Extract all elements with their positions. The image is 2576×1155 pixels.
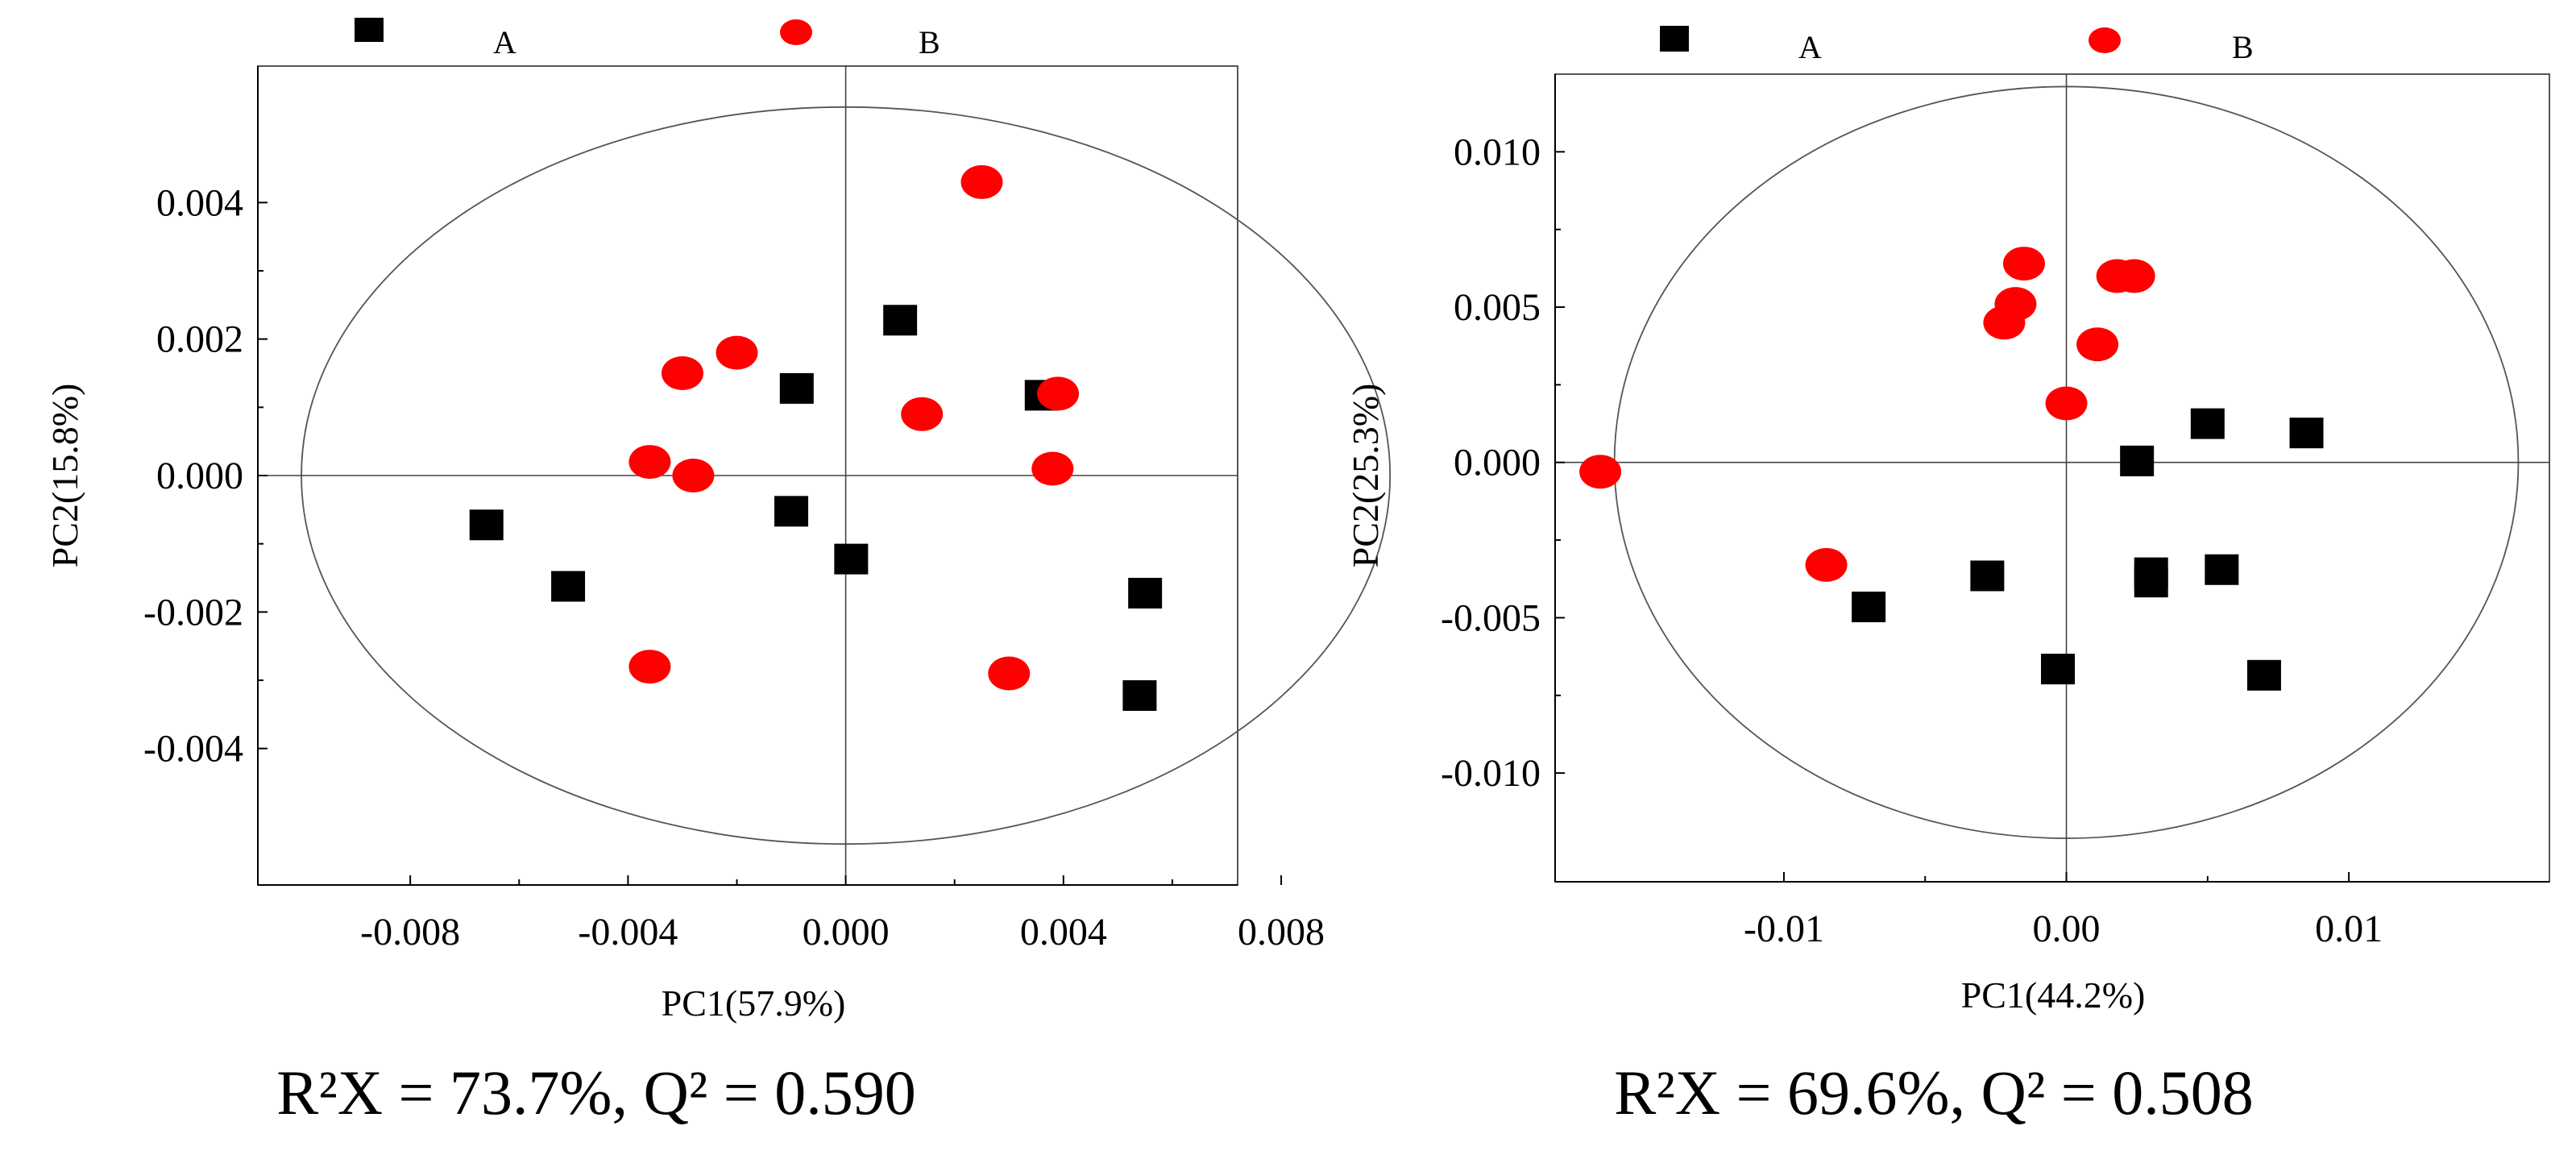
point-group-b	[628, 445, 671, 480]
point-group-a	[2190, 408, 2225, 439]
y-tick-label: 0.000	[156, 455, 243, 497]
y-tick-label: 0.005	[1454, 286, 1541, 329]
metrics-r2x-q2: R²X = 69.6%, Q² = 0.508	[1614, 1057, 2253, 1128]
plot-frame	[1554, 73, 2550, 883]
point-group-b	[2045, 386, 2088, 421]
point-group-b	[661, 356, 703, 390]
point-group-b	[628, 650, 671, 684]
x-tick-label: 0.008	[1238, 911, 1325, 953]
point-group-a	[2120, 445, 2155, 476]
point-group-a	[779, 372, 814, 404]
point-group-a	[1128, 577, 1163, 609]
legend-b-label: B	[919, 24, 940, 60]
x-tick-label: -0.004	[578, 911, 678, 953]
point-group-b	[1983, 305, 2026, 340]
y-tick-label: -0.002	[143, 591, 243, 634]
point-group-b	[716, 335, 758, 370]
y-tick-label: 0.010	[1454, 131, 1541, 173]
legend-a-label: A	[1798, 29, 1822, 65]
point-group-a	[1122, 679, 1157, 711]
y-tick-label: -0.004	[143, 728, 243, 771]
y-tick-label: -0.005	[1441, 596, 1541, 639]
legend-a-label: A	[493, 24, 516, 60]
point-group-b	[1037, 376, 1080, 411]
point-group-a	[774, 496, 809, 527]
legend-a-square-marker	[1660, 26, 1689, 52]
point-group-a	[2289, 418, 2324, 449]
point-group-a	[2205, 554, 2239, 585]
legend-b-circle-marker	[2089, 27, 2121, 53]
point-group-b	[901, 397, 944, 431]
point-group-a	[883, 305, 918, 336]
y-tick-label: 0.000	[1454, 442, 1541, 484]
point-group-a	[551, 571, 586, 602]
x-tick-label: 0.000	[803, 911, 890, 953]
y-axis-title: PC2(25.3%)	[1345, 384, 1386, 568]
x-tick-label: 0.004	[1020, 911, 1107, 953]
y-tick-label: -0.010	[1441, 752, 1541, 795]
point-group-a	[2134, 567, 2168, 598]
metrics-r2x-q2: R²X = 73.7%, Q² = 0.590	[276, 1057, 915, 1128]
point-group-b	[2002, 247, 2045, 281]
legend-a-square-marker	[355, 18, 384, 42]
x-tick-label: -0.01	[1744, 908, 1824, 950]
x-axis-title: PC1(57.9%)	[662, 983, 846, 1024]
x-tick-label: 0.01	[2315, 908, 2383, 950]
point-group-b	[988, 656, 1031, 691]
point-group-a	[2246, 659, 2281, 691]
point-group-a	[469, 509, 504, 541]
point-group-a	[2041, 654, 2076, 685]
left-scatter-plot: A B -0.008 -0.004 0.000 0.004 0.008 0.004 0.00…	[44, 18, 1392, 1128]
point-group-b	[1031, 451, 1074, 486]
point-group-b	[672, 459, 715, 492]
point-group-b	[960, 164, 1003, 199]
point-group-a	[1852, 592, 1886, 623]
y-axis-title: PC2(15.8%)	[44, 384, 85, 568]
right-scatter-plot: A B -0.01 0.00 0.01 0.010 0.005 0.000 -0.005 -0…	[1345, 26, 2550, 1128]
point-group-a	[1970, 560, 2005, 592]
legend-b-circle-marker	[780, 19, 812, 45]
y-tick-label: 0.002	[156, 318, 243, 361]
y-tick-label: 0.004	[156, 181, 243, 224]
point-group-b	[2076, 327, 2119, 362]
x-axis-title: PC1(44.2%)	[1961, 974, 2146, 1016]
point-group-b	[1805, 547, 1848, 582]
point-group-a	[834, 543, 869, 575]
x-tick-label: -0.008	[360, 911, 460, 953]
point-group-b	[1579, 455, 1622, 489]
x-tick-label: 0.00	[2033, 908, 2101, 950]
legend-b-label: B	[2232, 29, 2254, 65]
point-group-b	[2113, 259, 2155, 293]
